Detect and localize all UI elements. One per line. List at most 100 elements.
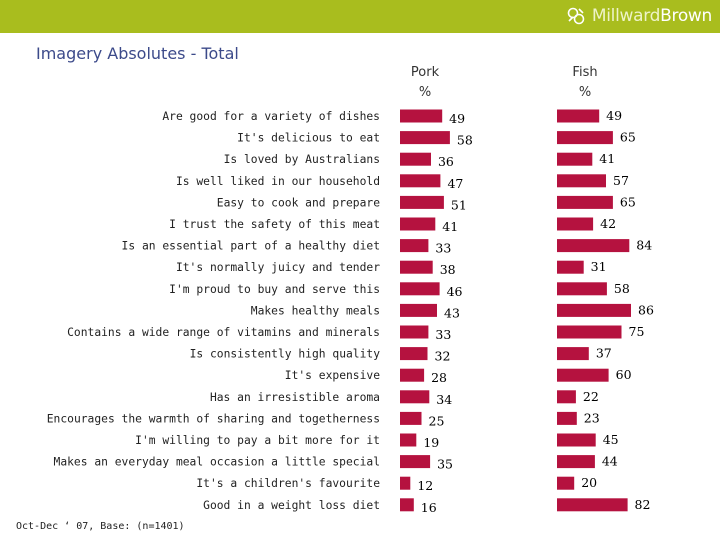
fish-bar: [557, 195, 613, 209]
category-label: I trust the safety of this meat: [169, 218, 380, 231]
fish-bar: [557, 174, 606, 188]
fish-value-label: 22: [583, 389, 599, 404]
pork-value-label: 36: [438, 154, 454, 169]
fish-value-label: 60: [616, 367, 632, 382]
fish-bar: [557, 217, 594, 231]
fish-column-header: Fish %: [545, 63, 625, 103]
pork-value-label: 47: [447, 176, 463, 191]
fish-value-label: 23: [584, 410, 600, 425]
fish-value-label: 86: [638, 302, 654, 317]
fish-bar: [557, 303, 631, 317]
pork-bar: [400, 368, 425, 382]
fish-bar: [557, 347, 589, 361]
pork-value-label: 58: [457, 133, 473, 148]
category-label: Are good for a variety of dishes: [162, 110, 380, 123]
pork-value-label: 41: [442, 219, 458, 234]
fish-column-name: Fish: [572, 65, 598, 80]
pork-bar: [400, 217, 436, 231]
fish-value-label: 41: [599, 151, 615, 166]
fish-value-label: 82: [635, 497, 651, 512]
fish-value-label: 44: [602, 454, 618, 469]
fish-value-label: 42: [600, 216, 616, 231]
brand-name: MillwardBrown: [592, 5, 712, 27]
fish-bar: [557, 109, 600, 123]
pork-value-label: 38: [440, 262, 456, 277]
fish-bar: [557, 260, 584, 274]
pork-bar: [400, 433, 417, 447]
pork-bar: [400, 174, 441, 188]
category-label: It's expensive: [285, 369, 380, 382]
fish-bar: [557, 476, 575, 490]
pork-value-label: 28: [431, 370, 447, 385]
category-label: Easy to cook and prepare: [217, 196, 380, 209]
category-label: Is consistently high quality: [190, 348, 381, 361]
fish-value-label: 65: [620, 130, 636, 145]
fish-value-label: 31: [591, 259, 607, 274]
pork-bar: [400, 411, 422, 425]
fish-value-label: 58: [614, 281, 630, 296]
pork-value-label: 16: [421, 500, 437, 515]
fish-bar: [557, 152, 593, 166]
category-label: Is loved by Australians: [224, 153, 380, 166]
pork-value-label: 19: [423, 435, 439, 450]
pork-bar: [400, 282, 440, 296]
category-label: I'm proud to buy and serve this: [169, 283, 380, 296]
fish-bar: [557, 131, 613, 145]
pork-bar: [400, 498, 414, 512]
pork-bar: [400, 239, 429, 253]
fish-value-label: 65: [620, 194, 636, 209]
pork-value-label: 46: [447, 284, 463, 299]
pork-value-label: 32: [435, 349, 451, 364]
fish-value-label: 45: [603, 432, 619, 447]
pork-value-label: 12: [417, 478, 433, 493]
category-label: Contains a wide range of vitamins and mi…: [67, 326, 380, 339]
category-label: Encourages the warmth of sharing and tog…: [47, 412, 380, 425]
millward-brown-logo: MillwardBrown: [565, 5, 712, 27]
page-title: Imagery Absolutes - Total: [36, 44, 239, 63]
fish-bar: [557, 455, 595, 469]
pork-column-name: Pork: [410, 65, 440, 80]
pork-bar: [400, 152, 431, 166]
pork-bar: [400, 476, 411, 490]
pork-value-label: 33: [435, 241, 451, 256]
fish-bar: [557, 498, 628, 512]
pork-bar: [400, 390, 430, 404]
fish-column-unit: %: [578, 85, 592, 100]
fish-bar: [557, 368, 609, 382]
pork-value-label: 33: [435, 327, 451, 342]
pork-bar: [400, 303, 437, 317]
pork-column-unit: %: [418, 85, 432, 100]
fish-bar: [557, 411, 577, 425]
category-label: Is an essential part of a healthy diet: [122, 240, 380, 253]
pork-bar: [400, 260, 433, 274]
footnote: Oct-Dec ‘ 07, Base: (n=1401): [16, 521, 185, 532]
pork-bar: [400, 455, 431, 469]
pork-value-label: 51: [451, 197, 467, 212]
fish-bar: [557, 325, 622, 339]
fish-bar: [557, 390, 576, 404]
category-label: It's delicious to eat: [237, 132, 380, 145]
pork-value-label: 34: [436, 392, 452, 407]
category-label: Has an irresistible aroma: [210, 391, 380, 404]
fish-value-label: 57: [613, 173, 629, 188]
pork-bar: [400, 131, 450, 145]
category-label: Makes healthy meals: [251, 304, 380, 317]
fish-bar: [557, 282, 607, 296]
category-label: It's normally juicy and tender: [176, 261, 380, 274]
fish-value-label: 20: [581, 475, 597, 490]
pork-column-header: Pork %: [385, 63, 465, 103]
pork-bar: [400, 109, 443, 123]
brand-name-part2: Brown: [660, 6, 712, 26]
fish-bar: [557, 433, 596, 447]
fish-value-label: 49: [606, 108, 622, 123]
brand-mark-icon: [567, 7, 585, 25]
category-label: I'm willing to pay a bit more for it: [135, 434, 380, 447]
fish-value-label: 37: [596, 346, 612, 361]
fish-bar: [557, 239, 630, 253]
header-bar: MillwardBrown: [0, 0, 720, 33]
category-label: It's a children's favourite: [196, 477, 380, 490]
fish-value-label: 84: [636, 238, 652, 253]
brand-name-part1: Millward: [591, 6, 661, 26]
category-label: Makes an everyday meal occasion a little…: [54, 456, 380, 469]
